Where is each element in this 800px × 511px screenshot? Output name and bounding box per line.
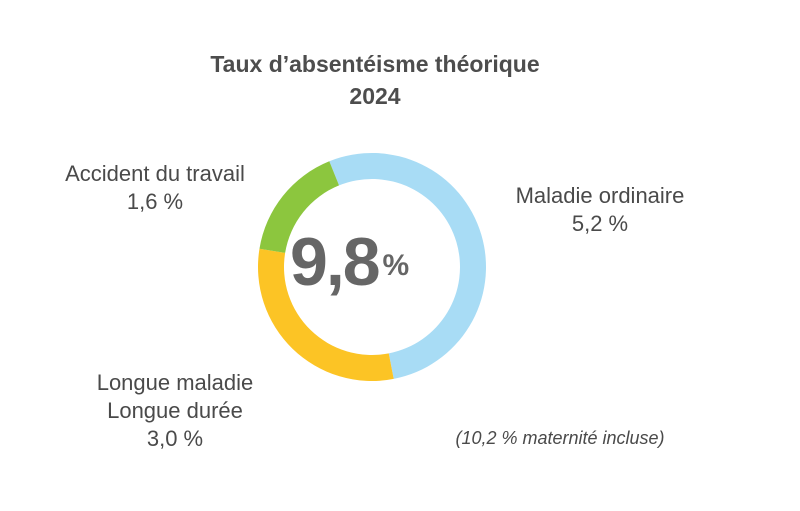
label-longue-maladie: Longue maladie Longue durée 3,0 % xyxy=(60,369,290,453)
label-name: Accident du travail xyxy=(65,161,245,186)
chart-title: Taux d’absentéisme théorique 2024 xyxy=(0,48,750,112)
segment-accident-du-travail xyxy=(259,161,340,253)
segment-maladie-ordinaire xyxy=(329,153,486,379)
label-name: Maladie ordinaire xyxy=(515,183,685,208)
donut-chart xyxy=(258,153,486,381)
label-accident-du-travail: Accident du travail 1,6 % xyxy=(30,160,280,216)
chart-title-year: 2024 xyxy=(349,83,401,109)
total-rate: 9,8% xyxy=(290,222,460,302)
label-value: 3,0 % xyxy=(146,426,204,451)
label-name-line2: Longue durée xyxy=(107,398,243,423)
label-value: 1,6 % xyxy=(126,189,184,214)
maternity-note: (10,2 % maternité incluse) xyxy=(455,428,665,448)
total-rate-value: 9,8 xyxy=(290,224,381,300)
label-value: 5,2 % xyxy=(571,211,629,236)
label-maladie-ordinaire: Maladie ordinaire 5,2 % xyxy=(480,182,720,238)
total-rate-unit: % xyxy=(382,249,410,282)
chart-title-line1: Taux d’absentéisme théorique xyxy=(210,51,540,77)
segment-longue-maladie xyxy=(258,248,394,381)
label-name-line1: Longue maladie xyxy=(96,370,254,395)
